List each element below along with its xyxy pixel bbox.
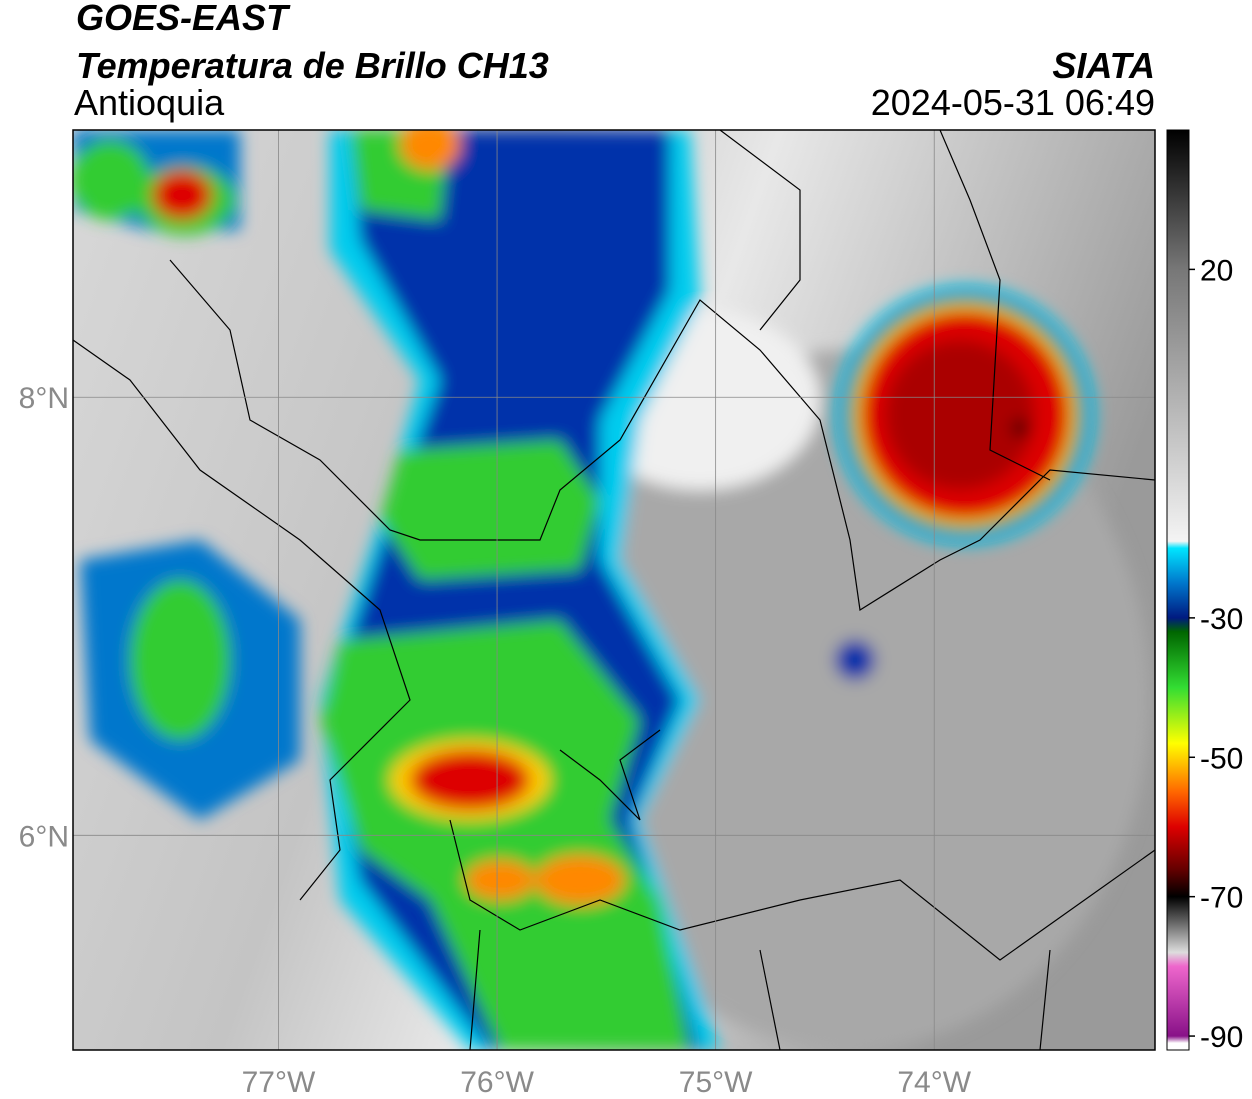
colorbar-tick-label: -70: [1200, 882, 1243, 915]
colorbar: [1166, 129, 1190, 1051]
lat-tick-label: 6°N: [19, 820, 69, 853]
lon-tick-label: 75°W: [679, 1066, 753, 1099]
colorbar-tick-label: -50: [1200, 742, 1243, 775]
lon-tick-label: 76°W: [460, 1066, 534, 1099]
datetime: 2024-05-31 06:49: [871, 82, 1155, 123]
lat-tick-label: 8°N: [19, 382, 69, 415]
satellite-image: [73, 130, 1155, 1050]
agency: SIATA: [1052, 45, 1155, 86]
graticule: [73, 130, 1155, 1050]
colorbar-tick-label: -30: [1200, 603, 1243, 636]
colorbar-tick-label: 20: [1200, 254, 1233, 287]
colorbar-tick-label: -90: [1200, 1021, 1243, 1054]
subtitle: Temperatura de Brillo CH13: [76, 45, 549, 86]
lon-tick-label: 74°W: [897, 1066, 971, 1099]
lon-tick-label: 77°W: [242, 1066, 316, 1099]
region: Antioquia: [74, 82, 225, 123]
title: GOES-EAST: [76, 0, 291, 38]
map-frame: [72, 129, 1156, 1051]
